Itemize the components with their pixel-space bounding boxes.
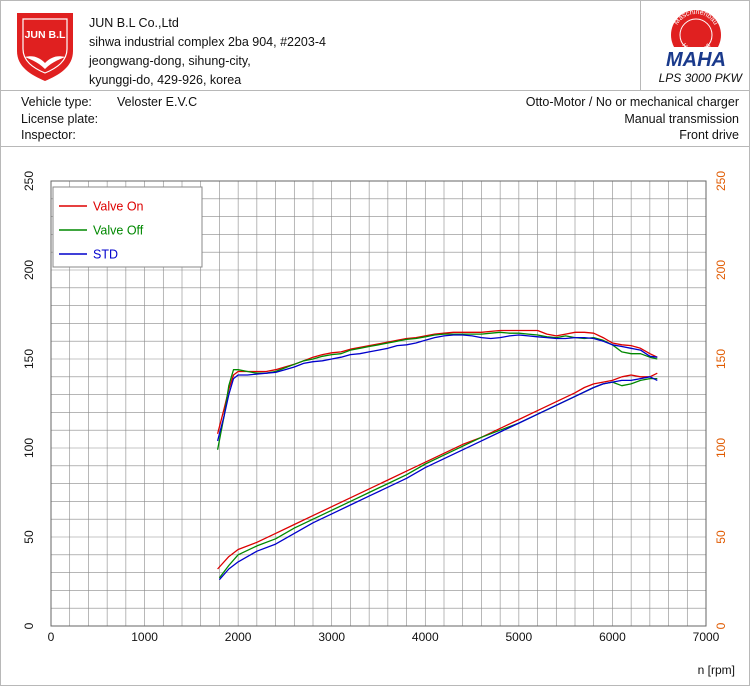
chart-axes: 0 1000 2000 3000 4000 5000 6000 700005010015020… [22, 171, 728, 644]
series-line-std-upper [216, 334, 658, 442]
x-tick-label: 4000 [412, 630, 439, 644]
series-line-valve-off-lower [218, 377, 658, 579]
y2-tick-label: 250 [714, 171, 728, 191]
legend-label-valve-off: Valve Off [93, 224, 144, 238]
series-line-valve-on-lower [217, 372, 658, 570]
license-plate-label: License plate: [21, 112, 99, 126]
series-line-valve-off-upper [216, 331, 658, 450]
logo-wordmark: JUN B.L [25, 29, 66, 41]
maha-logo-icon: Maschinenbau Haldenwang MAHA [666, 9, 726, 71]
power-torque-chart: 0 1000 2000 3000 4000 5000 6000 700005010015020… [22, 171, 735, 677]
company-block: JUN B.L Co.,Ltd sihwa industrial complex… [89, 14, 326, 90]
x-tick-label: 3000 [318, 630, 345, 644]
chart-legend: Valve On Valve Off STD [52, 186, 203, 268]
x-axis-label: n [rpm] [698, 663, 735, 677]
y2-tick-label: 200 [714, 260, 728, 280]
legend-label-valve-on: Valve On [93, 200, 144, 214]
y2-tick-label: 50 [714, 530, 728, 544]
y-tick-label: 50 [22, 530, 36, 544]
y-tick-label: 150 [22, 349, 36, 369]
plot-border [50, 180, 707, 627]
y-tick-label: 200 [22, 260, 36, 280]
series-line-std-lower [218, 376, 658, 581]
maha-brand-box: Maschinenbau Haldenwang MAHA LPS 3000 PK… [640, 1, 750, 90]
y2-tick-label: 150 [714, 349, 728, 369]
y2-tick-label: 0 [714, 622, 728, 629]
x-tick-label: 5000 [506, 630, 533, 644]
legend-label-std: STD [93, 248, 118, 262]
x-tick-label: 7000 [693, 630, 720, 644]
x-tick-label: 0 [48, 630, 55, 644]
company-name: JUN B.L Co.,Ltd [89, 16, 179, 30]
chart-series [216, 329, 658, 581]
y-tick-label: 250 [22, 171, 36, 191]
company-address-line1: sihwa industrial complex 2ba 904, #2203-… [89, 35, 326, 49]
vehicle-info: Vehicle type: Veloster E.V.C License pla… [1, 91, 749, 147]
vehicle-type-value: Veloster E.V.C [117, 95, 198, 109]
transmission-type: Manual transmission [624, 112, 739, 126]
engine-type: Otto-Motor / No or mechanical charger [525, 95, 739, 109]
x-tick-label: 1000 [131, 630, 158, 644]
maha-wordmark: MAHA [666, 49, 726, 71]
x-tick-label: 6000 [599, 630, 626, 644]
dyno-model: LPS 3000 PKW [658, 71, 742, 85]
y2-tick-label: 100 [714, 438, 728, 458]
y-tick-label: 0 [22, 622, 36, 629]
junbl-logo-icon: JUN B.L [17, 13, 73, 81]
company-address-line2: jeongwang-dong, sihung-city, [89, 54, 251, 68]
report-header: JUN B.L JUN B.L Co.,Ltd sihwa industrial… [1, 1, 749, 91]
vehicle-type-label: Vehicle type: [21, 95, 92, 109]
y-tick-label: 100 [22, 438, 36, 458]
series-line-valve-on-upper [216, 329, 658, 434]
x-tick-label: 2000 [225, 630, 252, 644]
inspector-label: Inspector: [21, 128, 76, 142]
company-address-line3: kyunggi-do, 429-926, korea [89, 73, 242, 87]
drive-type: Front drive [679, 128, 739, 142]
